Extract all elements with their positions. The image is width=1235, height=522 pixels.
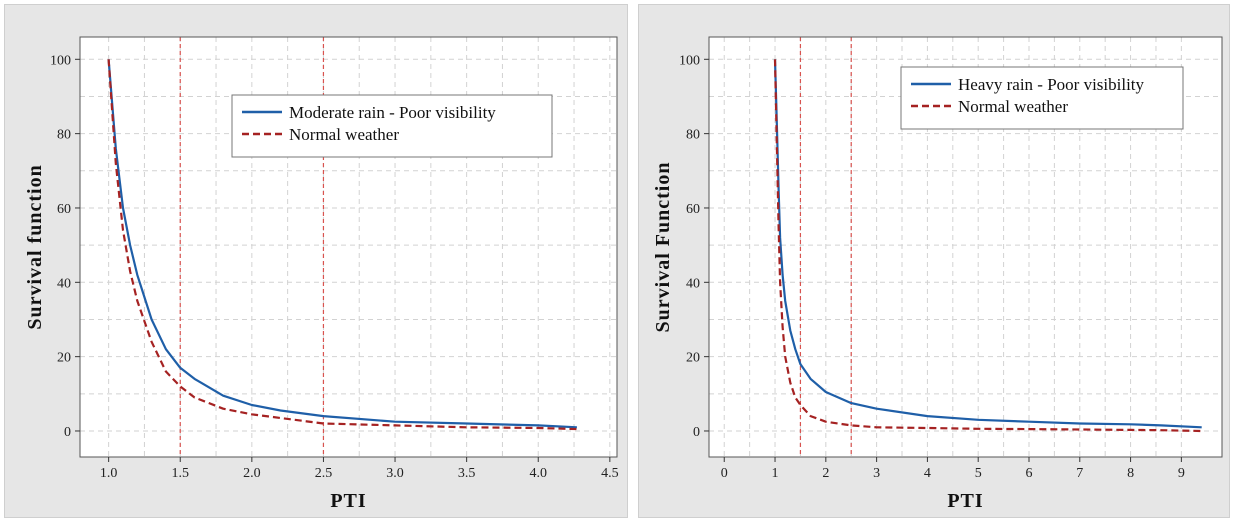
left-y-tick-label: 20 <box>57 351 71 366</box>
left-y-tick-label: 100 <box>50 53 71 68</box>
left-x-tick-label: 1.5 <box>171 466 189 481</box>
chart-left: 1.0 1.5 2.0 2.5 3.0 3.5 4.0 4.5 0 20 40 60 80 100 PTI S… <box>24 36 619 512</box>
right-plot-border <box>708 36 1223 458</box>
left-y-axis-title: Survival function <box>24 164 46 329</box>
right-legend <box>900 66 1184 130</box>
left-x-tick-label: 4.5 <box>601 466 619 481</box>
left-series-line-2 <box>107 59 577 431</box>
right-x-tick-label: 1 <box>772 466 779 481</box>
right-x-tick-label: 6 <box>1025 466 1032 481</box>
left-y-tick-label: 60 <box>57 202 71 217</box>
chart-panel-right: 0 1 2 3 4 5 6 7 8 9 0 20 40 60 80 100 PTI Survival Functi… <box>638 4 1230 518</box>
left-y-tick-label: 40 <box>57 276 71 291</box>
right-y-tick-label: 60 <box>686 202 700 217</box>
right-y-tick-label: 80 <box>686 128 700 143</box>
right-y-tick-label: 40 <box>686 276 700 291</box>
right-series-line-1 <box>773 59 1202 429</box>
right-x-tick-label: 4 <box>924 466 931 481</box>
right-y-tick-label: 20 <box>686 351 700 366</box>
right-x-tick-label: 5 <box>975 466 982 481</box>
right-x-tick-label: 7 <box>1076 466 1083 481</box>
left-series-line-1 <box>107 59 577 429</box>
left-legend-label-2: Normal weather <box>289 125 399 144</box>
left-x-tick-label: 3.0 <box>386 466 404 481</box>
chart-panel-left: 1.0 1.5 2.0 2.5 3.0 3.5 4.0 4.5 0 20 40 60 80 100 PTI S… <box>4 4 628 518</box>
left-x-tick-label: 2.0 <box>243 466 261 481</box>
right-y-tick-label: 0 <box>693 425 700 440</box>
right-y-axis-title: Survival Function <box>652 162 674 333</box>
right-y-tick-label: 100 <box>679 53 700 68</box>
right-x-tick-label: 3 <box>873 466 880 481</box>
left-x-tick-label: 4.0 <box>529 466 547 481</box>
right-legend-label-1: Heavy rain - Poor visibility <box>958 75 1145 94</box>
right-x-tick-label: 2 <box>822 466 829 481</box>
left-y-tick-label: 80 <box>57 128 71 143</box>
left-x-axis-title: PTI <box>330 490 366 512</box>
left-x-tick-label: 2.5 <box>315 466 333 481</box>
right-legend-label-2: Normal weather <box>958 97 1068 116</box>
right-x-tick-label: 0 <box>721 466 728 481</box>
left-legend-label-1: Moderate rain - Poor visibility <box>289 103 496 122</box>
right-x-tick-label: 8 <box>1127 466 1134 481</box>
left-legend <box>231 94 553 158</box>
right-x-tick-label: 9 <box>1178 466 1185 481</box>
left-x-tick-label: 3.5 <box>458 466 476 481</box>
right-x-axis-title: PTI <box>947 490 983 512</box>
left-x-tick-label: 1.0 <box>100 466 118 481</box>
chart-right: 0 1 2 3 4 5 6 7 8 9 0 20 40 60 80 100 PTI Survival Functi… <box>652 36 1223 512</box>
left-plot-border <box>79 36 618 458</box>
left-y-tick-label: 0 <box>64 425 71 440</box>
